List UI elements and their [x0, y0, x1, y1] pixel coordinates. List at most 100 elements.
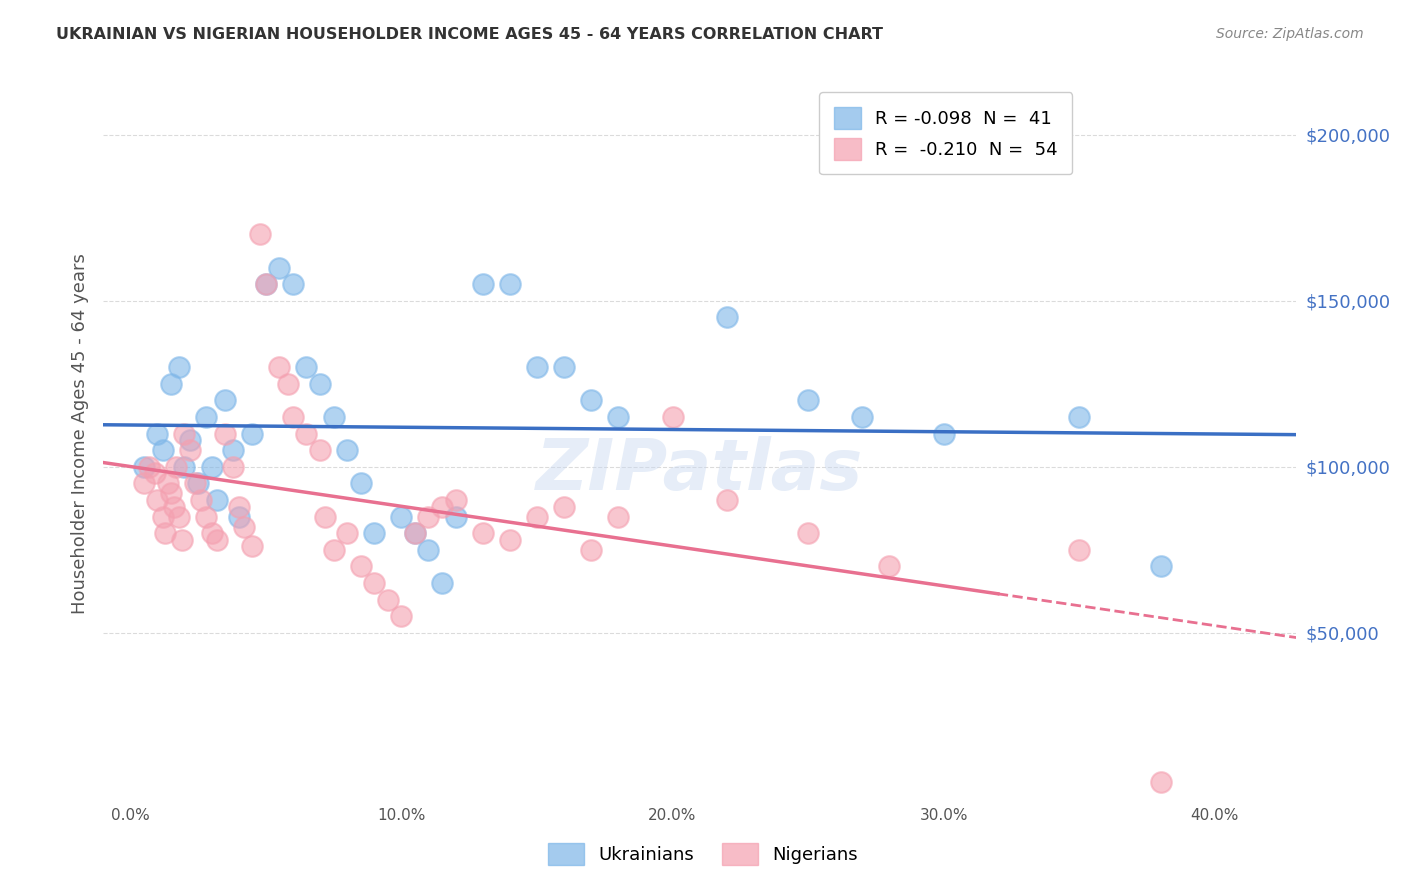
Ukrainians — [932, 426, 955, 441]
Ukrainians — [363, 526, 385, 541]
Ukrainians — [607, 410, 630, 425]
Nigerians — [444, 493, 467, 508]
Ukrainians — [254, 277, 277, 292]
Ukrainians — [240, 426, 263, 441]
Nigerians — [222, 459, 245, 474]
Nigerians — [254, 277, 277, 292]
Nigerians — [143, 467, 166, 481]
Ukrainians — [526, 360, 548, 375]
Nigerians — [797, 526, 820, 541]
Ukrainians — [309, 376, 332, 391]
Text: UKRAINIAN VS NIGERIAN HOUSEHOLDER INCOME AGES 45 - 64 YEARS CORRELATION CHART: UKRAINIAN VS NIGERIAN HOUSEHOLDER INCOME… — [56, 27, 883, 42]
Nigerians — [276, 376, 298, 391]
Ukrainians — [336, 443, 359, 458]
Y-axis label: Householder Income Ages 45 - 64 years: Householder Income Ages 45 - 64 years — [72, 253, 89, 614]
Ukrainians — [200, 459, 222, 474]
Nigerians — [418, 509, 440, 524]
Nigerians — [295, 426, 318, 441]
Nigerians — [214, 426, 236, 441]
Nigerians — [661, 410, 683, 425]
Ukrainians — [1069, 410, 1091, 425]
Ukrainians — [404, 526, 426, 541]
Ukrainians — [444, 509, 467, 524]
Ukrainians — [418, 542, 440, 557]
Nigerians — [404, 526, 426, 541]
Nigerians — [233, 519, 256, 533]
Nigerians — [132, 476, 155, 491]
Legend: R = -0.098  N =  41, R =  -0.210  N =  54: R = -0.098 N = 41, R = -0.210 N = 54 — [820, 92, 1073, 174]
Ukrainians — [146, 426, 169, 441]
Ukrainians — [350, 476, 373, 491]
Nigerians — [152, 509, 174, 524]
Nigerians — [363, 576, 385, 591]
Ukrainians — [471, 277, 494, 292]
Ukrainians — [295, 360, 318, 375]
Ukrainians — [269, 260, 291, 275]
Ukrainians — [322, 410, 344, 425]
Nigerians — [281, 410, 304, 425]
Nigerians — [579, 542, 602, 557]
Nigerians — [195, 509, 218, 524]
Nigerians — [179, 443, 201, 458]
Nigerians — [526, 509, 548, 524]
Nigerians — [138, 459, 160, 474]
Ukrainians — [214, 393, 236, 408]
Nigerians — [499, 533, 522, 547]
Nigerians — [146, 493, 169, 508]
Ukrainians — [1149, 559, 1171, 574]
Nigerians — [553, 500, 575, 514]
Nigerians — [205, 533, 228, 547]
Ukrainians — [281, 277, 304, 292]
Nigerians — [173, 426, 195, 441]
Ukrainians — [228, 509, 250, 524]
Ukrainians — [205, 493, 228, 508]
Nigerians — [155, 526, 177, 541]
Nigerians — [607, 509, 630, 524]
Text: ZIPatlas: ZIPatlas — [536, 435, 863, 505]
Nigerians — [471, 526, 494, 541]
Nigerians — [350, 559, 373, 574]
Nigerians — [165, 459, 187, 474]
Nigerians — [336, 526, 359, 541]
Nigerians — [228, 500, 250, 514]
Ukrainians — [167, 360, 190, 375]
Nigerians — [240, 540, 263, 554]
Ukrainians — [499, 277, 522, 292]
Ukrainians — [179, 434, 201, 448]
Ukrainians — [389, 509, 412, 524]
Nigerians — [157, 476, 180, 491]
Ukrainians — [160, 376, 183, 391]
Nigerians — [1149, 775, 1171, 789]
Nigerians — [170, 533, 193, 547]
Ukrainians — [195, 410, 218, 425]
Nigerians — [309, 443, 332, 458]
Ukrainians — [222, 443, 245, 458]
Ukrainians — [430, 576, 453, 591]
Ukrainians — [553, 360, 575, 375]
Nigerians — [377, 592, 399, 607]
Nigerians — [200, 526, 222, 541]
Nigerians — [322, 542, 344, 557]
Nigerians — [1069, 542, 1091, 557]
Nigerians — [167, 509, 190, 524]
Nigerians — [269, 360, 291, 375]
Legend: Ukrainians, Nigerians: Ukrainians, Nigerians — [538, 834, 868, 874]
Ukrainians — [851, 410, 873, 425]
Nigerians — [430, 500, 453, 514]
Ukrainians — [173, 459, 195, 474]
Ukrainians — [797, 393, 820, 408]
Ukrainians — [716, 310, 738, 325]
Text: Source: ZipAtlas.com: Source: ZipAtlas.com — [1216, 27, 1364, 41]
Nigerians — [879, 559, 901, 574]
Nigerians — [160, 486, 183, 500]
Ukrainians — [579, 393, 602, 408]
Ukrainians — [132, 459, 155, 474]
Nigerians — [716, 493, 738, 508]
Nigerians — [314, 509, 336, 524]
Nigerians — [184, 476, 207, 491]
Nigerians — [389, 609, 412, 624]
Nigerians — [162, 500, 184, 514]
Nigerians — [190, 493, 212, 508]
Nigerians — [249, 227, 271, 242]
Ukrainians — [187, 476, 209, 491]
